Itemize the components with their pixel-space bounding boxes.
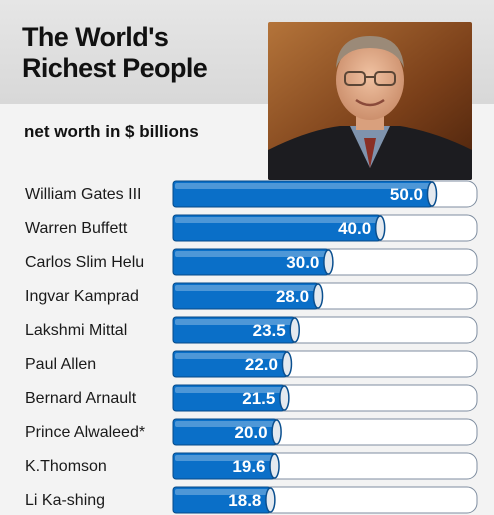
- value-label: 21.5: [242, 389, 275, 408]
- bar-end-cap: [312, 283, 324, 309]
- chart-subtitle: net worth in $ billions: [24, 122, 199, 141]
- bar-highlight: [175, 455, 273, 461]
- bar-row-william-gates-iii: 50.0 William Gates III: [25, 180, 478, 208]
- bar-row-ingvar-kamprad: 28.0 Ingvar Kamprad: [25, 282, 478, 310]
- category-label: Ingvar Kamprad: [25, 288, 139, 305]
- bar-end-cap: [281, 351, 293, 377]
- category-label: Prince Alwaleed*: [25, 424, 145, 441]
- bar-highlight: [175, 251, 327, 257]
- bar-end-cap: [269, 453, 280, 479]
- bar-highlight: [175, 489, 269, 495]
- portrait-photo: [268, 22, 472, 180]
- category-label: K.Thomson: [25, 458, 107, 475]
- bar-row-bernard-arnault: 21.5 Bernard Arnault: [25, 384, 478, 412]
- bar-highlight: [175, 421, 275, 427]
- bar-highlight: [175, 183, 430, 189]
- bar-end-cap: [426, 181, 438, 207]
- bar-highlight: [175, 387, 283, 393]
- value-label: 40.0: [338, 219, 371, 238]
- category-label: Li Ka-shing: [25, 492, 105, 509]
- category-label: Paul Allen: [25, 356, 96, 373]
- value-label: 28.0: [276, 287, 309, 306]
- bar-end-cap: [265, 487, 276, 513]
- bar-highlight: [175, 353, 285, 359]
- bar-end-cap: [271, 419, 282, 445]
- value-label: 18.8: [228, 491, 261, 510]
- category-label: Bernard Arnault: [25, 390, 137, 407]
- bar-highlight: [175, 319, 293, 325]
- bar-row-warren-buffett: 40.0 Warren Buffett: [25, 214, 478, 242]
- chart-title: The World's Richest People: [22, 22, 208, 83]
- value-label: 22.0: [245, 355, 278, 374]
- bar-end-cap: [279, 385, 290, 411]
- value-label: 19.6: [232, 457, 265, 476]
- category-label: Carlos Slim Helu: [25, 254, 144, 271]
- bar-end-cap: [289, 317, 300, 343]
- value-label: 50.0: [390, 185, 423, 204]
- value-label: 20.0: [235, 423, 268, 442]
- bar-row-paul-allen: 22.0 Paul Allen: [25, 350, 478, 378]
- bar-row-prince-alwaleed: 20.0 Prince Alwaleed*: [25, 418, 478, 446]
- category-label: Warren Buffett: [25, 220, 128, 237]
- bar-end-cap: [374, 215, 386, 241]
- bar-row-li-ka-shing: 18.8 Li Ka-shing: [25, 486, 478, 514]
- value-label: 23.5: [253, 321, 286, 340]
- bar-row-lakshmi-mittal: 23.5 Lakshmi Mittal: [25, 316, 478, 344]
- value-label: 30.0: [286, 253, 319, 272]
- bar-highlight: [175, 285, 317, 291]
- category-label: Lakshmi Mittal: [25, 322, 127, 339]
- category-label: William Gates III: [25, 186, 141, 203]
- bar-end-cap: [323, 249, 334, 275]
- bar-row-k-thomson: 19.6 K.Thomson: [25, 452, 478, 480]
- bar-highlight: [175, 217, 379, 223]
- bar-row-carlos-slim-helu: 30.0 Carlos Slim Helu: [25, 248, 478, 276]
